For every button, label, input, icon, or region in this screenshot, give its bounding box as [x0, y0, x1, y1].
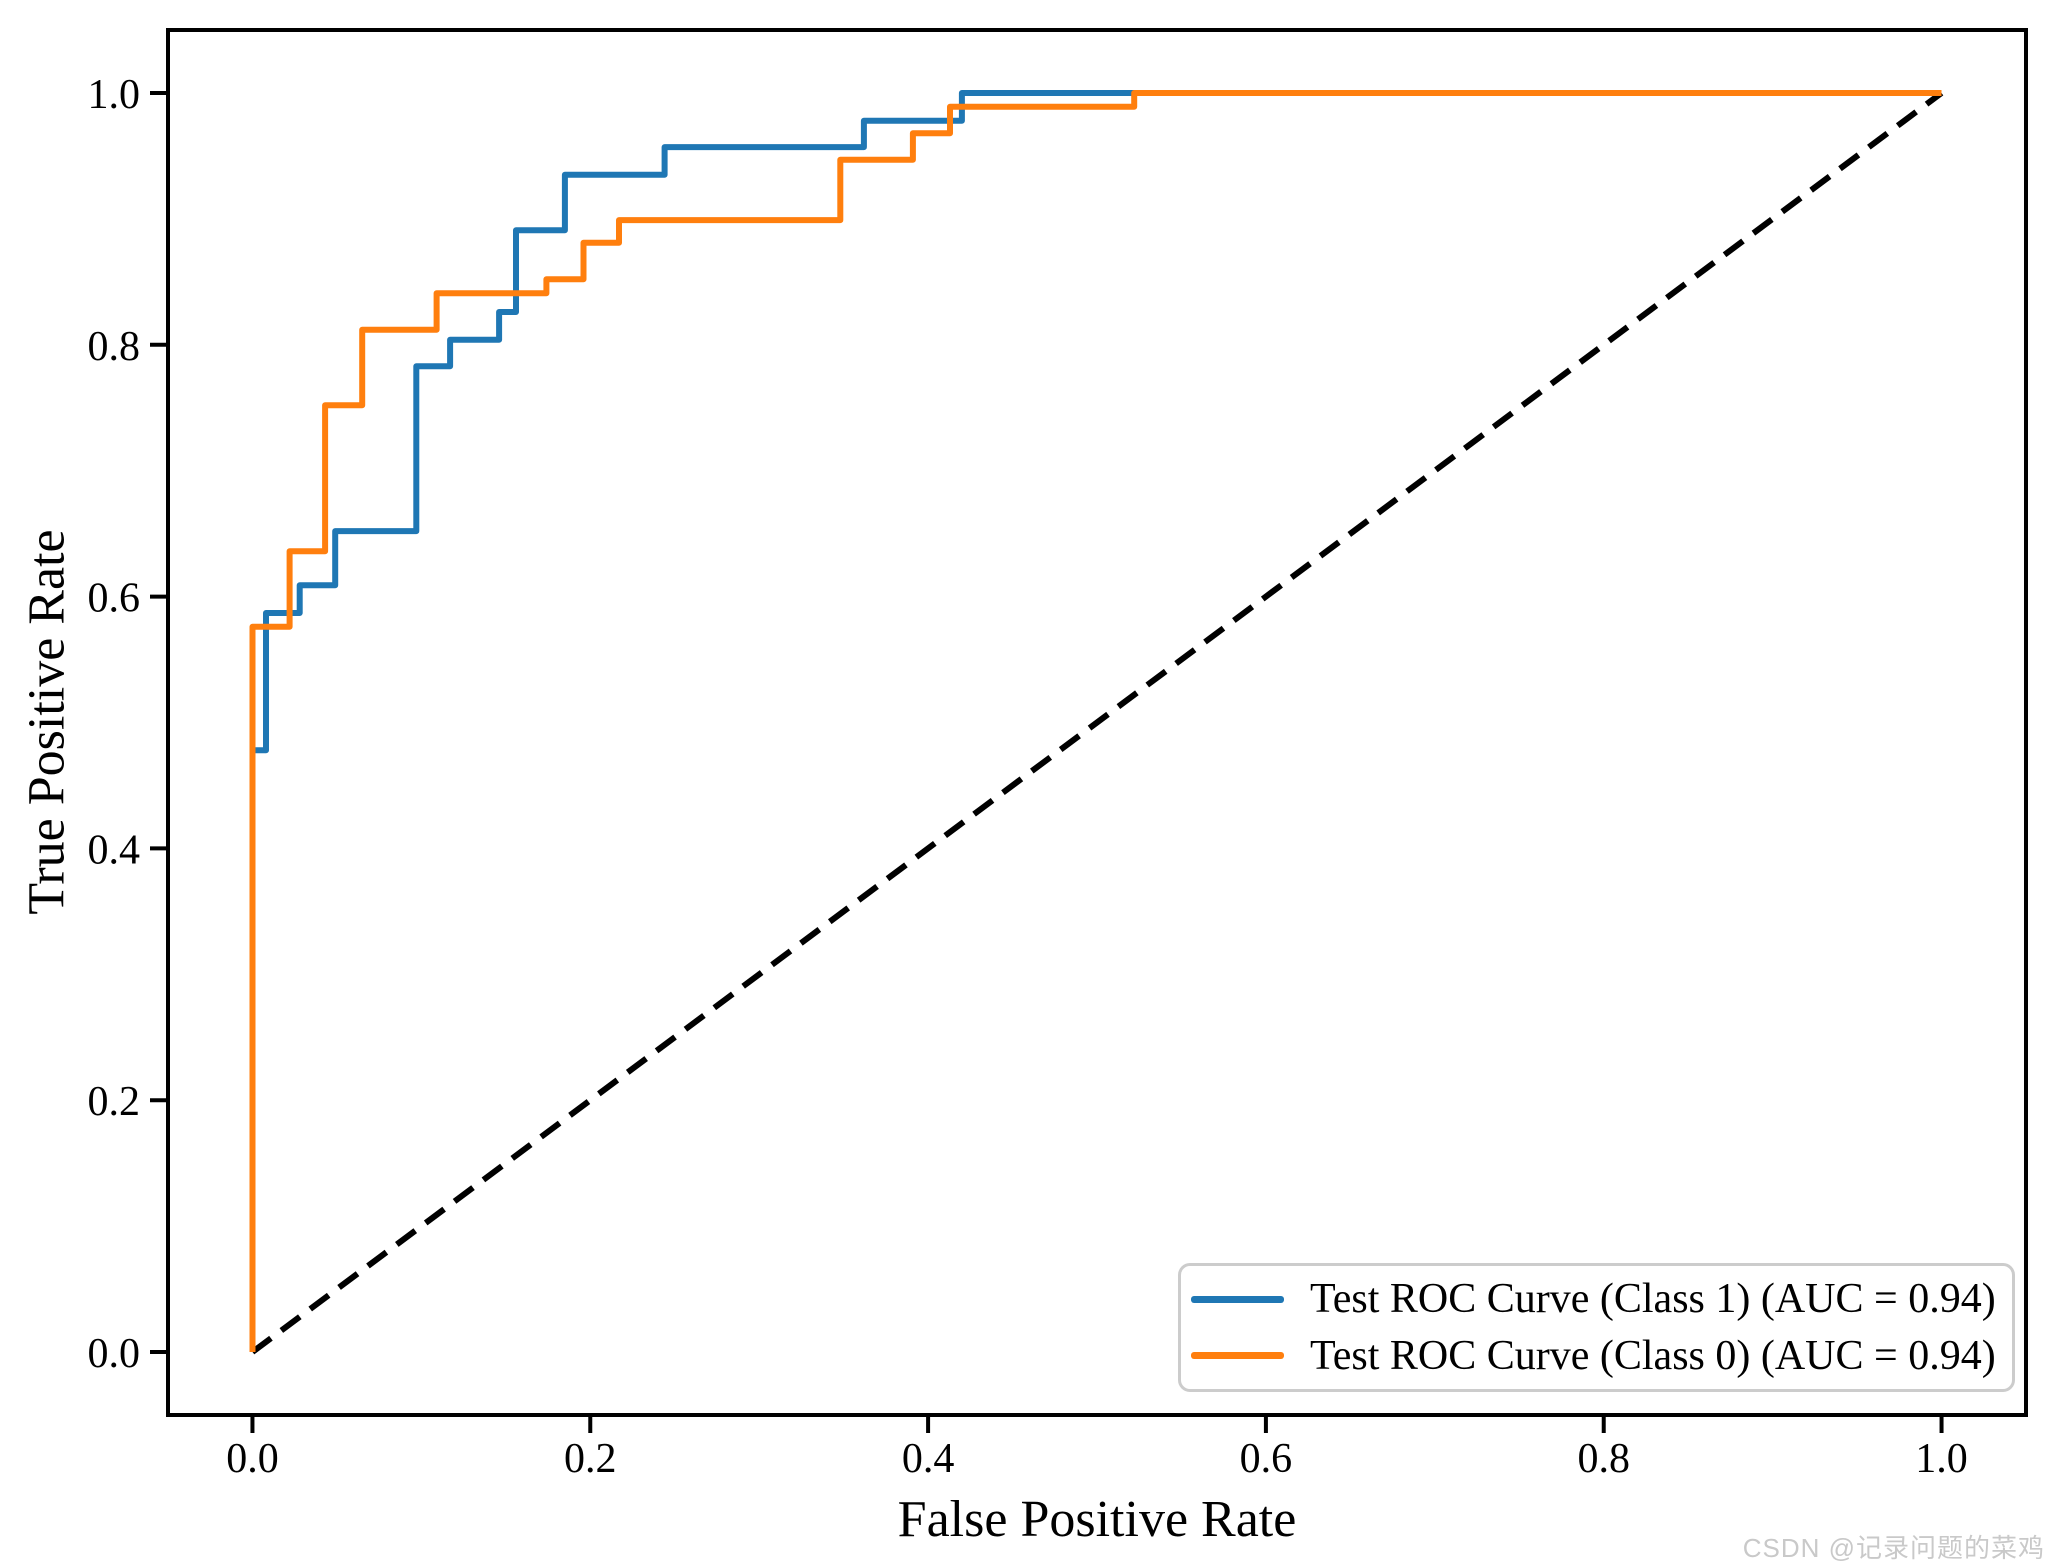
y-tick-label: 1.0 — [88, 72, 141, 118]
x-tick-label: 1.0 — [1915, 1436, 1968, 1482]
chance-diagonal-line — [250, 90, 1944, 1355]
watermark: CSDN @记录问题的菜鸡 — [1742, 1533, 2045, 1563]
y-axis-label: True Positive Rate — [18, 529, 76, 915]
legend-item-class0: Test ROC Curve (Class 0) (AUC = 0.94) — [1189, 1332, 1996, 1380]
legend: Test ROC Curve (Class 1) (AUC = 0.94) Te… — [1178, 1263, 2015, 1392]
legend-line-swatch-class1 — [1191, 1295, 1284, 1303]
x-axis: 0.0 0.2 0.4 0.6 0.8 1.0 — [226, 1415, 1968, 1482]
x-axis-label: False Positive Rate — [897, 1491, 1297, 1548]
legend-label-class1: Test ROC Curve (Class 1) (AUC = 0.94) — [1310, 1276, 1996, 1323]
y-tick-label: 0.0 — [88, 1331, 141, 1377]
x-tick-label: 0.6 — [1240, 1436, 1293, 1482]
x-tick-label: 0.8 — [1577, 1436, 1630, 1482]
y-tick-label: 0.6 — [88, 576, 141, 622]
x-tick-label: 0.4 — [902, 1436, 955, 1482]
x-tick-label: 0.2 — [564, 1436, 617, 1482]
legend-line-swatch-class0 — [1191, 1352, 1284, 1360]
y-tick-label: 0.2 — [88, 1079, 141, 1125]
y-axis: 0.0 0.2 0.4 0.6 0.8 1.0 — [88, 72, 168, 1377]
y-tick-label: 0.8 — [88, 324, 141, 370]
legend-label-class0: Test ROC Curve (Class 0) (AUC = 0.94) — [1310, 1332, 1996, 1379]
x-tick-label: 0.0 — [226, 1436, 279, 1482]
legend-item-class1: Test ROC Curve (Class 1) (AUC = 0.94) — [1189, 1275, 1996, 1323]
roc-curve-class1 — [249, 90, 1942, 1352]
plot-border — [166, 28, 2028, 1417]
y-tick-label: 0.4 — [88, 827, 141, 873]
roc-curve-class0 — [249, 90, 1942, 1352]
